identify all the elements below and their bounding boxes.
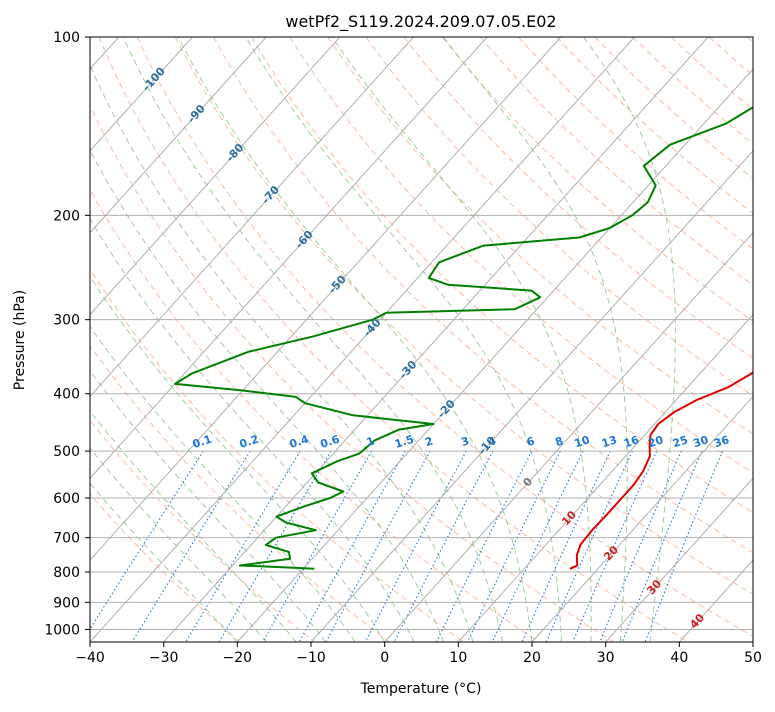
mixing-ratio-label: 25 xyxy=(671,433,690,450)
moist-adiabat xyxy=(584,37,676,642)
mixing-ratio-label: 0.2 xyxy=(238,433,261,451)
mixing-ratio-line xyxy=(394,451,493,642)
mixing-ratio-label: 8 xyxy=(554,434,565,449)
mixing-ratio-line xyxy=(132,451,250,642)
mixing-ratio-label: 20 xyxy=(646,433,665,450)
x-tick-label: −10 xyxy=(296,650,326,666)
y-tick-label: 400 xyxy=(53,387,80,403)
moist-adiabat xyxy=(40,37,443,642)
chart-title: wetPf2_S119.2024.209.07.05.E02 xyxy=(285,12,556,32)
dry-adiabat xyxy=(137,37,763,642)
mixing-ratio-line xyxy=(82,451,204,642)
y-axis: 100 200 300 400 500 600 700 800 900 1000 xyxy=(44,30,90,638)
isotherm xyxy=(532,37,775,642)
dry-adiabat xyxy=(709,37,775,642)
moist-adiabat xyxy=(78,37,473,642)
isotherm xyxy=(0,37,487,642)
y-tick-label: 700 xyxy=(53,531,80,547)
dry-adiabat xyxy=(0,37,240,642)
dry-adiabat xyxy=(0,37,315,642)
y-axis-label: Pressure (hPa) xyxy=(12,290,28,390)
x-tick-label: 50 xyxy=(744,650,762,666)
dry-adiabat xyxy=(518,37,775,642)
x-tick-label: −40 xyxy=(75,650,105,666)
dry-adiabat xyxy=(99,37,688,642)
dry-adiabat xyxy=(175,37,775,642)
dry-adiabat xyxy=(61,37,614,642)
dry-adiabat xyxy=(595,37,775,642)
y-tick-label: 500 xyxy=(53,444,80,460)
mixing-ratio-label: 13 xyxy=(600,433,619,450)
x-tick-label: −20 xyxy=(223,650,253,666)
mixing-ratio-label: 36 xyxy=(712,433,731,450)
dry-adiabat xyxy=(252,37,775,642)
temperature-line xyxy=(570,37,775,569)
y-tick-label: 100 xyxy=(53,30,80,46)
x-tick-label: 0 xyxy=(380,650,389,666)
dry-adiabat xyxy=(557,37,775,642)
isotherm xyxy=(0,37,193,642)
moist-adiabat xyxy=(0,37,296,642)
isotherm xyxy=(237,37,775,642)
dry-adiabat xyxy=(328,37,775,642)
x-axis-label: Temperature (°C) xyxy=(360,681,482,697)
y-tick-label: 200 xyxy=(53,208,80,224)
mixing-ratio-label: 30 xyxy=(692,433,711,450)
dry-adiabat xyxy=(633,37,775,642)
mixing-ratio-line xyxy=(645,451,723,642)
isotherm xyxy=(753,37,775,642)
mixing-ratio-label: 2 xyxy=(423,434,434,449)
moist-adiabat xyxy=(246,37,562,642)
x-tick-label: 10 xyxy=(449,650,467,666)
dry-adiabat xyxy=(747,37,775,642)
moist-adiabat xyxy=(0,37,385,642)
mixing-ratio-line xyxy=(468,451,561,642)
y-tick-label: 300 xyxy=(53,313,80,329)
mixing-ratio-label: 3 xyxy=(460,434,471,449)
x-axis: −40 −30 −20 −10 0 10 20 30 40 50 xyxy=(75,642,762,666)
isotherm xyxy=(164,37,709,642)
mixing-ratio-label: 0.1 xyxy=(191,433,214,451)
dewpoint-line xyxy=(175,37,775,569)
x-tick-label: 40 xyxy=(670,650,688,666)
dry-adiabat xyxy=(671,37,775,642)
moist-adiabat xyxy=(0,37,237,642)
dry-adiabat xyxy=(23,37,539,642)
y-tick-label: 900 xyxy=(53,595,80,611)
isotherm xyxy=(0,37,266,642)
moist-adiabat xyxy=(123,37,502,642)
mixing-ratio-label: 6 xyxy=(525,434,537,449)
y-tick-label: 800 xyxy=(53,565,80,581)
moist-adiabat xyxy=(443,37,627,642)
isotherm xyxy=(679,37,775,642)
mixing-ratio-label: 16 xyxy=(622,433,641,450)
mixing-ratio-line xyxy=(622,451,702,642)
y-tick-label: 1000 xyxy=(44,622,80,638)
dry-adiabat xyxy=(0,37,464,642)
mixing-ratio-line xyxy=(186,451,300,642)
x-tick-label: 30 xyxy=(597,650,615,666)
mixing-ratio-label: 10 xyxy=(573,433,592,450)
x-tick-label: 20 xyxy=(523,650,541,666)
background-lines xyxy=(0,37,775,642)
plot-frame xyxy=(90,37,753,642)
mixing-ratio-line xyxy=(522,451,610,642)
isotherm xyxy=(311,37,775,642)
mixing-ratio-label: 0.4 xyxy=(288,432,311,450)
series-layer xyxy=(175,37,775,569)
isotherm xyxy=(0,37,414,642)
mixing-ratio-line xyxy=(365,451,466,642)
x-tick-label: −30 xyxy=(149,650,179,666)
y-tick-label: 600 xyxy=(53,491,80,507)
